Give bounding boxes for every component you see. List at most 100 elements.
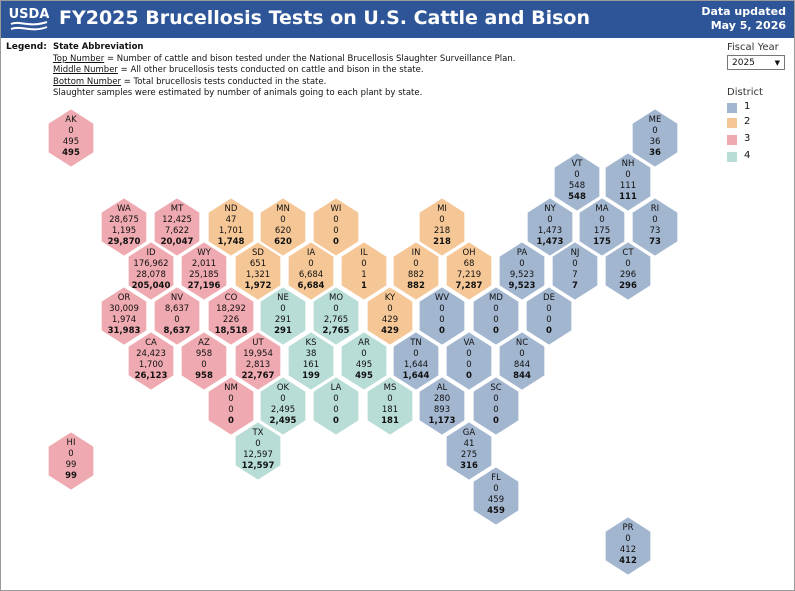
state-total-number: 429 bbox=[381, 326, 399, 336]
state-middle-number: 893 bbox=[434, 405, 450, 415]
state-middle-number: 548 bbox=[569, 181, 585, 191]
fiscal-year-select[interactable]: 2025 ▼ bbox=[727, 55, 785, 70]
state-abbr: FL bbox=[491, 473, 501, 483]
state-total-number: 27,196 bbox=[188, 281, 221, 291]
state-top-number: 0 bbox=[361, 349, 366, 359]
state-hex-shape bbox=[340, 330, 388, 392]
state-abbr: VT bbox=[571, 159, 583, 169]
state-hex-shape bbox=[287, 330, 335, 392]
state-top-number: 0 bbox=[413, 349, 418, 359]
state-top-number: 0 bbox=[547, 215, 552, 225]
state-abbr: NE bbox=[277, 293, 289, 303]
state-hex-shape bbox=[631, 196, 679, 258]
state-middle-number: 412 bbox=[620, 545, 636, 555]
state-hex-shape bbox=[392, 240, 440, 302]
state-top-number: 12,425 bbox=[162, 215, 192, 225]
state-abbr: PA bbox=[517, 248, 528, 258]
state-hex-shape bbox=[127, 240, 175, 302]
state-top-number: 30,009 bbox=[109, 304, 139, 314]
state-total-number: 181 bbox=[381, 416, 399, 426]
state-total-number: 0 bbox=[228, 416, 234, 426]
district-legend-item[interactable]: 2 bbox=[727, 116, 787, 129]
state-total-number: 73 bbox=[649, 237, 661, 247]
district-swatch bbox=[727, 103, 737, 113]
district-legend-item[interactable]: 4 bbox=[727, 150, 787, 163]
state-abbr: HI bbox=[67, 438, 76, 448]
state-middle-number: 2,813 bbox=[246, 360, 270, 370]
state-abbr: AR bbox=[358, 338, 370, 348]
state-hex-shape bbox=[472, 465, 520, 527]
state-abbr: WA bbox=[117, 204, 131, 214]
legend-top-line: Top Number = Number of cattle and bison … bbox=[53, 54, 573, 66]
state-total-number: 844 bbox=[513, 371, 531, 381]
state-top-number: 0 bbox=[439, 304, 444, 314]
state-middle-number: 1,195 bbox=[112, 226, 136, 236]
district-name: 3 bbox=[744, 133, 751, 144]
state-hex-shape bbox=[498, 330, 546, 392]
state-total-number: 8,637 bbox=[164, 326, 191, 336]
state-total-number: 882 bbox=[407, 281, 425, 291]
state-middle-number: 36 bbox=[650, 137, 661, 147]
state-abbr: CO bbox=[225, 293, 238, 303]
district-legend-item[interactable]: 1 bbox=[727, 101, 787, 114]
state-top-number: 0 bbox=[519, 259, 524, 269]
district-legend-item[interactable]: 3 bbox=[727, 133, 787, 146]
state-total-number: 548 bbox=[568, 192, 586, 202]
state-top-number: 0 bbox=[493, 484, 498, 494]
state-top-number: 0 bbox=[280, 394, 285, 404]
state-middle-number: 0 bbox=[466, 360, 471, 370]
